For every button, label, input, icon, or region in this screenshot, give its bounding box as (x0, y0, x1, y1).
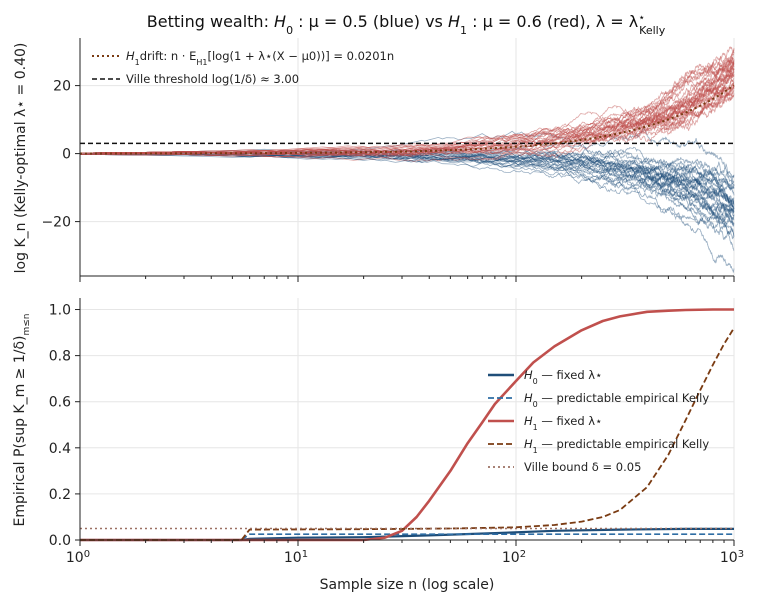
h0-wealth-path (79, 150, 735, 193)
h1-wealth-path (79, 49, 735, 154)
y-tick-label: 0.6 (49, 395, 71, 411)
bottom-y-axis-label: Empirical P(sup K_m ≥ 1/δ)m≤n (12, 313, 32, 526)
h0-wealth-path (79, 150, 735, 222)
h0-wealth-path (79, 147, 735, 213)
y-tick-label: 0.8 (49, 349, 71, 365)
h0-wealth-path (79, 152, 735, 210)
h1-fixed-line (80, 308, 734, 542)
h1-wealth-path (79, 85, 735, 155)
h0-wealth-path (79, 147, 735, 206)
h1-drift-line (80, 84, 735, 155)
h1-wealth-path (79, 70, 735, 156)
h0-wealth-path (79, 148, 735, 273)
h0-wealth-path (79, 150, 735, 225)
h1-wealth-path (79, 59, 735, 158)
h0-wealth-path (79, 149, 735, 205)
y-tick-label: −20 (41, 215, 71, 231)
legend-ville-label: Ville threshold log(1/δ) ≈ 3.00 (126, 72, 299, 86)
chart-title: Betting wealth: H0 : μ = 0.5 (blue) vs H… (147, 11, 666, 37)
h0-wealth-path (79, 151, 735, 236)
h1-wealth-path (79, 66, 735, 161)
legend-label: H0 — predictable empirical Kelly (524, 391, 709, 409)
top-panel: −20 0 20 H1drift: n · EH1[log(1 + λ⋆(X − μ… (13, 38, 735, 282)
bottom-lines (80, 308, 735, 542)
h0-wealth-path (79, 147, 735, 240)
h1-wealth-path (79, 73, 735, 158)
h0-wealth-path (79, 148, 735, 208)
h0-wealth-path (79, 150, 735, 196)
legend-label: H0 — fixed λ⋆ (524, 368, 602, 386)
bottom-axes: 0.0 0.2 0.4 0.6 0.8 1.0 100 101 102 103 (49, 298, 744, 566)
x-tick-label: 100 (66, 549, 90, 567)
h1-wealth-path (79, 58, 735, 155)
y-tick-label: 0.0 (49, 533, 71, 549)
y-tick-label: 0.2 (49, 487, 71, 503)
top-y-axis-label: log K_n (Kelly-optimal λ⋆ = 0.40) (13, 43, 29, 274)
top-axes: −20 0 20 (41, 38, 735, 282)
h0-wealth-path (79, 150, 735, 221)
h0-wealth-path (79, 153, 735, 209)
legend-label: H1 — predictable empirical Kelly (524, 437, 709, 455)
h0-wealth-path (79, 152, 735, 191)
top-paths (79, 46, 735, 273)
y-tick-label: 20 (53, 79, 71, 95)
h1-wealth-path (79, 61, 735, 157)
h1-wealth-path (79, 53, 735, 154)
x-axis-label: Sample size n (log scale) (320, 577, 495, 593)
legend-label: H1 — fixed λ⋆ (524, 414, 602, 432)
h0-wealth-path (79, 152, 735, 214)
bottom-grid (79, 298, 735, 541)
legend-label: Ville bound δ = 0.05 (524, 460, 641, 474)
y-tick-label: 0 (62, 147, 71, 163)
y-tick-label: 0.4 (49, 441, 71, 457)
h0-wealth-path (79, 153, 735, 214)
bottom-legend: H0 — fixed λ⋆ H0 — predictable empirical … (488, 368, 709, 474)
h0-wealth-path (79, 149, 735, 227)
h0-wealth-path (79, 146, 735, 190)
h1-wealth-path (79, 47, 735, 162)
bottom-panel: 0.0 0.2 0.4 0.6 0.8 1.0 100 101 102 103 H0 — fixe… (12, 298, 744, 593)
h1-wealth-path (79, 77, 735, 156)
x-tick-label: 101 (284, 549, 308, 567)
x-tick-label: 103 (720, 549, 744, 567)
h0-wealth-path (79, 151, 735, 222)
legend-drift-label: H1drift: n · EH1[log(1 + λ⋆(X − μ0))] = … (126, 49, 394, 67)
h0-wealth-path (79, 153, 735, 236)
h0-wealth-path (79, 149, 735, 187)
x-tick-label: 102 (502, 549, 526, 567)
h0-wealth-path (79, 153, 735, 251)
top-legend: H1drift: n · EH1[log(1 + λ⋆(X − μ0))] = … (92, 49, 394, 86)
h0-wealth-path (79, 152, 735, 217)
h0-wealth-path (79, 152, 735, 223)
h1-empirical-line (80, 327, 735, 541)
h0-wealth-path (79, 153, 735, 227)
y-tick-label: 1.0 (49, 303, 71, 319)
h0-wealth-path (79, 151, 735, 193)
